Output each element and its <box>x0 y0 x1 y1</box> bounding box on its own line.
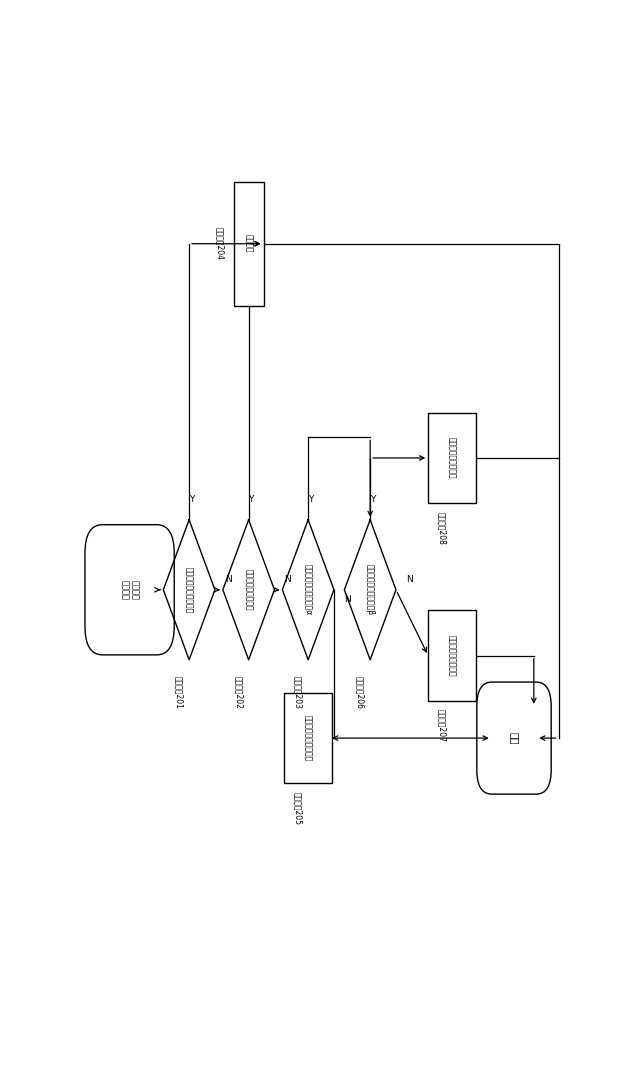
Text: N: N <box>406 576 413 584</box>
Text: N: N <box>344 595 351 605</box>
Text: 入力電力値＞比較値＋α: 入力電力値＞比較値＋α <box>303 564 313 615</box>
Text: ステップ202: ステップ202 <box>234 676 243 709</box>
FancyBboxPatch shape <box>477 682 551 794</box>
Text: 入力電力一定制御中: 入力電力一定制御中 <box>244 569 253 611</box>
Text: 実回転数＞目標回転数: 実回転数＞目標回転数 <box>184 567 194 613</box>
Text: Y: Y <box>189 494 195 504</box>
Text: N: N <box>225 576 232 584</box>
Text: ステップ205: ステップ205 <box>294 792 303 825</box>
Text: デューティ比減算大: デューティ比減算大 <box>447 438 456 478</box>
Text: Y: Y <box>248 494 254 504</box>
Text: 通常制御: 通常制御 <box>244 234 253 253</box>
Text: ステップ204: ステップ204 <box>216 227 225 260</box>
Text: 入力電力値＞比較値＋β: 入力電力値＞比較値＋β <box>365 564 374 615</box>
Text: ステップ208: ステップ208 <box>438 511 447 545</box>
Bar <box>428 413 476 503</box>
Text: N: N <box>284 576 291 584</box>
Text: ステップ206: ステップ206 <box>356 676 365 709</box>
Text: デューティ比減算小: デューティ比減算小 <box>447 635 456 676</box>
Text: ステップ201: ステップ201 <box>175 676 184 709</box>
FancyBboxPatch shape <box>85 524 174 655</box>
Text: ステップ207: ステップ207 <box>438 709 447 743</box>
Text: Y: Y <box>370 494 375 504</box>
Bar <box>284 692 332 783</box>
Text: デューティ比更新なし: デューティ比更新なし <box>303 715 313 761</box>
Bar <box>234 182 264 306</box>
Text: 終了: 終了 <box>509 732 519 745</box>
Text: 入力電力
一定制御: 入力電力 一定制御 <box>120 580 140 600</box>
Text: ステップ203: ステップ203 <box>294 676 303 709</box>
Bar <box>428 610 476 701</box>
Text: Y: Y <box>308 494 314 504</box>
